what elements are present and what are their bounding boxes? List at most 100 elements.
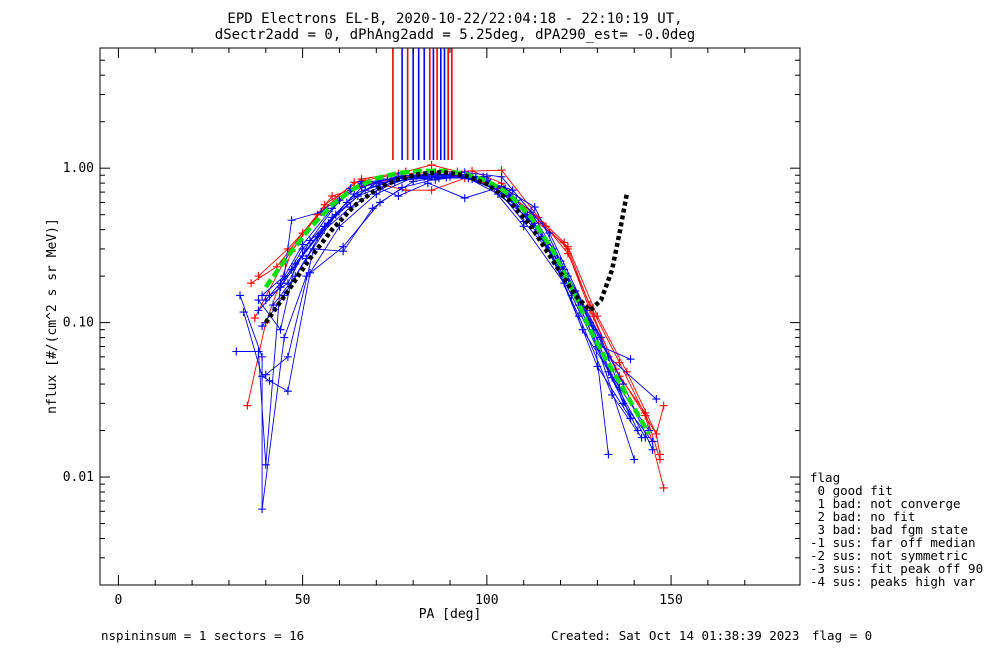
axes-group: 0 50 100 150 0.01 0.10 1.00 bbox=[63, 47, 800, 608]
series-8-point-8 bbox=[508, 186, 517, 195]
fit-curve-0 bbox=[263, 168, 651, 436]
series-14-point-0 bbox=[269, 301, 278, 310]
x-tick-label-2: 100 bbox=[475, 593, 498, 608]
series-7-point-0 bbox=[254, 296, 263, 305]
series-15-point-1 bbox=[298, 251, 307, 260]
series-10-point-7 bbox=[460, 194, 469, 203]
series-6-point-3 bbox=[283, 387, 292, 396]
series-6-point-10 bbox=[519, 222, 528, 231]
flag-legend: flag 0 good fit 1 bad: not converge 2 ba… bbox=[810, 470, 983, 589]
series-4-point-10 bbox=[497, 172, 506, 181]
series-10-point-9 bbox=[530, 203, 539, 212]
plot-frame bbox=[99, 47, 801, 586]
series-8-point-0 bbox=[261, 370, 270, 379]
vertical-marker-group bbox=[392, 48, 453, 160]
series-8-point-1 bbox=[283, 352, 292, 361]
x-tick-label-1: 50 bbox=[295, 593, 311, 608]
series-1-point-3 bbox=[350, 178, 359, 187]
series-8-point-12 bbox=[648, 445, 657, 454]
legend-item-0: 0 good fit bbox=[810, 483, 893, 498]
fit-curve-1 bbox=[263, 170, 630, 324]
chart-title-line2: dSectr2add = 0, dPhAng2add = 5.25deg, dP… bbox=[215, 27, 695, 43]
y-axis-label: nflux [#/(cm^2 s sr MeV)] bbox=[45, 218, 60, 414]
series-4-point-14 bbox=[604, 450, 613, 459]
series-4-point-1 bbox=[254, 347, 263, 356]
series-15-point-11 bbox=[652, 395, 661, 404]
series-line-14 bbox=[272, 173, 631, 360]
series-11-point-12 bbox=[641, 433, 650, 442]
series-7-point-11 bbox=[608, 390, 617, 399]
legend-item-3: 3 bad: bad fgm state bbox=[810, 522, 968, 537]
series-6-point-4 bbox=[306, 268, 314, 277]
x-axis-label: PA [deg] bbox=[419, 607, 482, 622]
series-5-point-6 bbox=[376, 198, 384, 207]
series-13-point-10 bbox=[578, 325, 587, 334]
x-tick-label-0: 0 bbox=[115, 593, 123, 608]
series-7-point-1 bbox=[276, 325, 285, 334]
footer-flag-value: flag = 0 bbox=[812, 628, 872, 643]
series-12-point-11 bbox=[619, 399, 628, 408]
legend-item-2: 2 bad: no fit bbox=[810, 509, 915, 524]
series-10-point-5 bbox=[394, 192, 403, 201]
series-1-point-0 bbox=[250, 314, 259, 323]
chart-title-line1: EPD Electrons EL-B, 2020-10-22/22:04:18 … bbox=[227, 11, 682, 27]
series-4-point-0 bbox=[232, 347, 241, 356]
series-3-point-12 bbox=[652, 430, 661, 439]
series-8-point-5 bbox=[398, 183, 407, 192]
series-2-point-3 bbox=[328, 192, 337, 201]
legend-item-7: -4 sus: peaks high var bbox=[810, 574, 976, 589]
series-15-point-2 bbox=[324, 219, 333, 228]
series-line-2 bbox=[250, 174, 661, 460]
series-9-point-0 bbox=[258, 291, 267, 300]
series-8-point-4 bbox=[368, 204, 377, 213]
legend-item-5: -2 sus: not symmetric bbox=[810, 548, 968, 563]
series-5-point-13 bbox=[630, 455, 639, 464]
series-3-point-0 bbox=[254, 272, 263, 281]
series-10-point-12 bbox=[626, 414, 635, 423]
series-1-point-11 bbox=[622, 367, 631, 376]
series-2-point-0 bbox=[247, 279, 256, 288]
series-6-point-1 bbox=[258, 372, 267, 381]
legend-title: flag bbox=[810, 470, 840, 485]
series-5-point-1 bbox=[258, 352, 267, 361]
series-14-point-11 bbox=[626, 355, 635, 364]
series-line-5 bbox=[239, 174, 635, 510]
y-tick-label-1: 0.10 bbox=[63, 316, 94, 331]
series-11-point-0 bbox=[258, 322, 267, 331]
y-tick-label-0: 0.01 bbox=[63, 470, 94, 485]
legend-item-6: -3 sus: fit peak off 90 bbox=[810, 561, 983, 576]
series-4-point-2 bbox=[261, 460, 270, 469]
series-13-point-0 bbox=[254, 306, 263, 315]
series-5-point-3 bbox=[280, 333, 289, 342]
series-0-point-6 bbox=[427, 160, 436, 169]
series-5-point-2 bbox=[258, 505, 267, 514]
series-8-point-3 bbox=[339, 247, 348, 256]
series-15-point-3 bbox=[353, 192, 362, 201]
data-series-group bbox=[232, 160, 668, 514]
legend-item-1: 1 bad: not converge bbox=[810, 496, 961, 511]
series-10-point-6 bbox=[423, 179, 432, 188]
series-3-point-13 bbox=[659, 401, 668, 410]
series-12-point-12 bbox=[648, 437, 657, 446]
series-line-4 bbox=[236, 171, 609, 465]
series-3-point-9 bbox=[563, 244, 572, 253]
series-line-3 bbox=[258, 177, 665, 436]
series-3-point-5 bbox=[427, 186, 436, 195]
footer-sectors-info: nspininsum = 1 sectors = 16 bbox=[101, 628, 304, 643]
y-tick-label-2: 1.00 bbox=[63, 161, 94, 176]
series-15-point-0 bbox=[276, 283, 285, 292]
series-6-point-2 bbox=[265, 376, 274, 385]
series-2-point-14 bbox=[656, 455, 664, 464]
fit-curves-group bbox=[263, 168, 651, 436]
legend-item-4: -1 sus: far off median bbox=[810, 535, 976, 550]
series-13-point-2 bbox=[298, 244, 307, 253]
footer-created-timestamp: Created: Sat Oct 14 01:38:39 2023 bbox=[551, 628, 799, 643]
series-0-point-0 bbox=[243, 401, 252, 410]
series-9-point-12 bbox=[633, 426, 642, 435]
series-0-point-14 bbox=[659, 483, 668, 492]
series-line-0 bbox=[246, 164, 665, 489]
series-3-point-10 bbox=[589, 312, 598, 321]
series-6-point-0 bbox=[239, 308, 248, 317]
series-line-6 bbox=[243, 176, 631, 419]
